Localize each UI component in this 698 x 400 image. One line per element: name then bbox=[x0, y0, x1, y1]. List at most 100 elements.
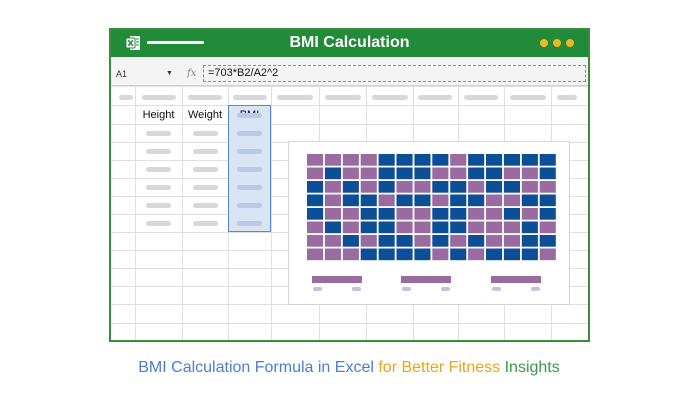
heatmap-cell bbox=[414, 248, 431, 261]
bmi-cell-placeholder[interactable] bbox=[237, 167, 262, 172]
bmi-cell-placeholder[interactable] bbox=[237, 203, 262, 208]
column-header[interactable] bbox=[142, 95, 176, 100]
heatmap-cell bbox=[324, 167, 341, 180]
spreadsheet-grid[interactable]: Height Weight BMI bbox=[111, 86, 588, 340]
heatmap-cell bbox=[342, 181, 359, 193]
heatmap-cell bbox=[468, 194, 485, 207]
column-header[interactable] bbox=[188, 95, 222, 100]
bmi-cell-placeholder[interactable] bbox=[237, 113, 262, 118]
heatmap-cell bbox=[486, 221, 503, 234]
heatmap-cell bbox=[432, 221, 449, 234]
caption-part-2: for Better Fitness bbox=[378, 359, 505, 376]
cell-placeholder[interactable] bbox=[193, 203, 218, 208]
heatmap-cell bbox=[414, 221, 431, 234]
heatmap-cell bbox=[432, 181, 449, 193]
heatmap-cell bbox=[486, 154, 503, 166]
window-control-dot[interactable] bbox=[540, 39, 548, 47]
heatmap-cell bbox=[539, 235, 556, 247]
bmi-cell-placeholder[interactable] bbox=[237, 185, 262, 190]
bmi-cell-placeholder[interactable] bbox=[237, 131, 262, 136]
heatmap-cell bbox=[503, 221, 520, 234]
column-header[interactable] bbox=[372, 95, 408, 100]
heatmap-cell bbox=[539, 221, 556, 234]
heatmap-cell bbox=[360, 194, 377, 207]
name-box[interactable]: A1 bbox=[116, 69, 128, 79]
window-controls bbox=[540, 39, 574, 47]
bmi-cell-placeholder[interactable] bbox=[237, 221, 262, 226]
heatmap-cell bbox=[378, 235, 395, 247]
heatmap-cell bbox=[503, 208, 520, 220]
heatmap-cell bbox=[324, 221, 341, 234]
column-header[interactable] bbox=[557, 95, 577, 100]
column-header[interactable] bbox=[510, 95, 546, 100]
header-weight[interactable]: Weight bbox=[187, 109, 223, 121]
heatmap-cell bbox=[450, 221, 467, 234]
cell-placeholder[interactable] bbox=[146, 167, 171, 172]
heatmap-cell bbox=[450, 167, 467, 180]
column-header[interactable] bbox=[233, 95, 267, 100]
heatmap-cell bbox=[414, 181, 431, 193]
cell-placeholder[interactable] bbox=[146, 149, 171, 154]
caption-part-1: BMI Calculation Formula in Excel bbox=[138, 359, 379, 376]
heatmap-cell bbox=[342, 221, 359, 234]
heatmap-cell bbox=[378, 221, 395, 234]
chevron-down-icon[interactable]: ▼ bbox=[166, 70, 173, 77]
cell-placeholder[interactable] bbox=[146, 221, 171, 226]
cell-placeholder[interactable] bbox=[193, 149, 218, 154]
heatmap-cell bbox=[486, 194, 503, 207]
heatmap-cell bbox=[432, 235, 449, 247]
heatmap-cell bbox=[521, 154, 538, 166]
cell-placeholder[interactable] bbox=[193, 185, 218, 190]
heatmap-cell bbox=[342, 208, 359, 220]
cell-placeholder[interactable] bbox=[146, 185, 171, 190]
title-bar: BMI Calculation bbox=[111, 30, 588, 57]
embedded-chart[interactable] bbox=[288, 141, 570, 305]
excel-window: BMI Calculation A1 ▼ fx =703*B2/A2^2 bbox=[109, 28, 590, 342]
heatmap-cell bbox=[414, 154, 431, 166]
heatmap-cell bbox=[521, 167, 538, 180]
legend-swatch bbox=[312, 276, 362, 283]
heatmap-cell bbox=[414, 167, 431, 180]
heatmap-cell bbox=[414, 208, 431, 220]
heatmap-cell bbox=[468, 181, 485, 193]
heatmap-cell bbox=[396, 235, 413, 247]
heatmap-cell bbox=[307, 221, 324, 234]
cell-placeholder[interactable] bbox=[193, 221, 218, 226]
heatmap-cell bbox=[450, 235, 467, 247]
header-height[interactable]: Height bbox=[142, 109, 175, 121]
heatmap-cell bbox=[396, 154, 413, 166]
column-header[interactable] bbox=[464, 95, 498, 100]
window-control-dot[interactable] bbox=[553, 39, 561, 47]
cell-placeholder[interactable] bbox=[193, 131, 218, 136]
heatmap-cell bbox=[360, 235, 377, 247]
formula-input[interactable]: =703*B2/A2^2 bbox=[203, 65, 586, 82]
heatmap-cell bbox=[342, 167, 359, 180]
bmi-cell-placeholder[interactable] bbox=[237, 149, 262, 154]
cell-placeholder[interactable] bbox=[146, 131, 171, 136]
heatmap-cell bbox=[432, 248, 449, 261]
heatmap-cell bbox=[486, 208, 503, 220]
heatmap-cell bbox=[324, 194, 341, 207]
heatmap-cell bbox=[378, 154, 395, 166]
heatmap-cell bbox=[450, 248, 467, 261]
column-header[interactable] bbox=[418, 95, 452, 100]
heatmap-cell bbox=[539, 208, 556, 220]
heatmap-cell bbox=[468, 248, 485, 261]
heatmap-cell bbox=[468, 208, 485, 220]
column-header[interactable] bbox=[325, 95, 361, 100]
column-header[interactable] bbox=[119, 95, 133, 100]
legend-label-placeholder bbox=[313, 287, 322, 291]
cell-placeholder[interactable] bbox=[146, 203, 171, 208]
heatmap-cell bbox=[378, 181, 395, 193]
heatmap-cell bbox=[360, 248, 377, 261]
legend-label-placeholder bbox=[402, 287, 411, 291]
heatmap-cell bbox=[360, 208, 377, 220]
heatmap-cell bbox=[307, 248, 324, 261]
heatmap-cell bbox=[324, 235, 341, 247]
column-header[interactable] bbox=[277, 95, 313, 100]
cell-placeholder[interactable] bbox=[193, 167, 218, 172]
legend-swatch bbox=[401, 276, 451, 283]
fx-icon[interactable]: fx bbox=[187, 68, 197, 79]
legend-label-placeholder bbox=[352, 287, 361, 291]
window-control-dot[interactable] bbox=[566, 39, 574, 47]
